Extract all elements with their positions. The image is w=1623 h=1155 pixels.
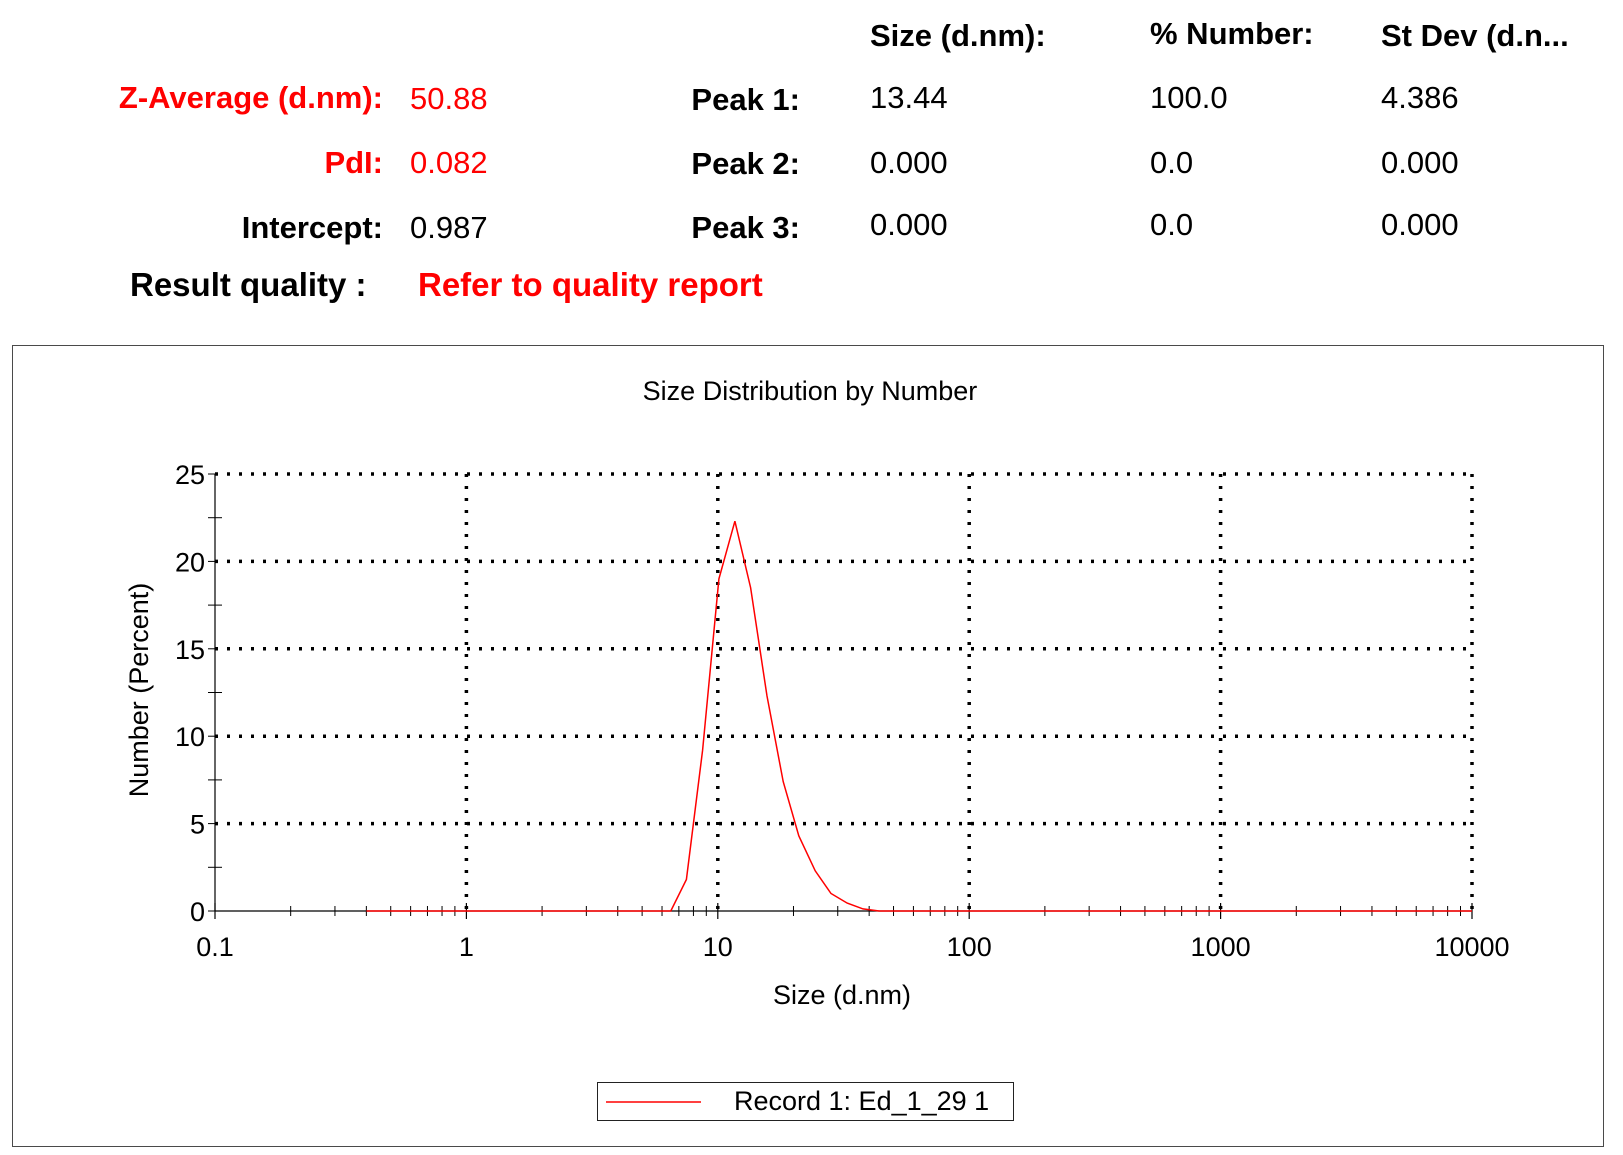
y-tick-label: 20 — [175, 547, 205, 577]
x-tick-label: 1000 — [1191, 932, 1251, 962]
result-quality-value: Refer to quality report — [418, 266, 763, 303]
z-average-value: 50.88 — [410, 81, 488, 116]
intercept-label: Intercept: — [241, 210, 383, 245]
legend-series-label: Record 1: Ed_1_29 1 — [734, 1086, 990, 1116]
peak-2-size: 0.000 — [870, 145, 948, 180]
x-tick-label: 0.1 — [196, 932, 234, 962]
x-axis-label: Size (d.nm) — [773, 980, 911, 1010]
peak-1-size: 13.44 — [870, 80, 948, 115]
y-axis-label: Number (Percent) — [124, 583, 154, 798]
peak-3-stdev: 0.000 — [1381, 207, 1459, 242]
peak-3-size: 0.000 — [870, 207, 948, 242]
series-line-1 — [366, 520, 1472, 912]
intercept-value: 0.987 — [410, 210, 488, 245]
series-layer — [366, 520, 1472, 912]
result-quality-label: Result quality : — [130, 266, 367, 303]
size-column-header: Size (d.nm): — [870, 18, 1046, 53]
pdi-value: 0.082 — [410, 145, 488, 180]
z-average-label: Z-Average (d.nm): — [118, 80, 383, 115]
y-tick-label: 0 — [190, 897, 205, 927]
peak-1-label: Peak 1: — [691, 82, 800, 117]
grid-layer — [215, 472, 1474, 911]
x-tick-label: 100 — [947, 932, 992, 962]
peak-3-label: Peak 3: — [691, 210, 800, 245]
stdev-column-header: St Dev (d.n... — [1381, 18, 1569, 53]
y-tick-label: 15 — [175, 635, 205, 665]
peak-1-number: 100.0 — [1150, 80, 1228, 115]
chart-frame — [12, 345, 1604, 1147]
x-tick-label: 1 — [459, 932, 474, 962]
peak-3-number: 0.0 — [1150, 207, 1194, 242]
y-tick-label: 25 — [175, 460, 205, 490]
number-column-header: % Number: — [1150, 16, 1314, 51]
peak-2-number: 0.0 — [1150, 145, 1194, 180]
legend-swatch — [606, 1101, 701, 1103]
peak-2-stdev: 0.000 — [1381, 145, 1459, 180]
chart-legend: Record 1: Ed_1_29 1 — [597, 1082, 1014, 1121]
chart-title: Size Distribution by Number — [643, 376, 978, 406]
x-tick-label: 10 — [703, 932, 733, 962]
tick-label-layer: 0.1 1 10 100 1000 10000 0 5 10 15 20 25 — [175, 460, 1510, 962]
pdi-label: PdI: — [324, 145, 383, 180]
axis-layer — [208, 473, 1473, 919]
peak-2-label: Peak 2: — [691, 146, 800, 181]
x-tick-label: 10000 — [1434, 932, 1509, 962]
y-tick-label: 5 — [190, 810, 205, 840]
y-tick-label: 10 — [175, 722, 205, 752]
peak-1-stdev: 4.386 — [1381, 80, 1459, 115]
